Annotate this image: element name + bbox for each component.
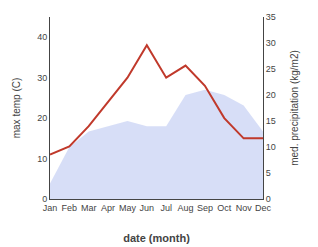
svg-text:Jun: Jun [140, 203, 155, 213]
svg-text:10: 10 [37, 154, 47, 164]
svg-text:0: 0 [42, 194, 47, 204]
svg-text:max temp (C): max temp (C) [11, 78, 22, 139]
svg-text:25: 25 [266, 64, 276, 74]
svg-text:Sep: Sep [197, 203, 213, 213]
svg-text:Mar: Mar [81, 203, 97, 213]
svg-text:Apr: Apr [101, 203, 115, 213]
svg-text:Feb: Feb [62, 203, 78, 213]
svg-text:15: 15 [266, 116, 276, 126]
svg-text:May: May [119, 203, 137, 213]
svg-text:Dec: Dec [255, 203, 272, 213]
svg-text:30: 30 [266, 38, 276, 48]
svg-text:Jan: Jan [43, 203, 58, 213]
svg-text:40: 40 [37, 32, 47, 42]
svg-text:Jul: Jul [160, 203, 172, 213]
svg-text:35: 35 [266, 12, 276, 22]
svg-text:0: 0 [266, 194, 271, 204]
svg-text:20: 20 [37, 113, 47, 123]
svg-text:med. precipitation (kg/m2): med. precipitation (kg/m2) [289, 50, 300, 166]
svg-text:Aug: Aug [178, 203, 194, 213]
svg-text:date (month): date (month) [123, 232, 190, 244]
svg-text:10: 10 [266, 142, 276, 152]
svg-text:30: 30 [37, 73, 47, 83]
svg-text:Oct: Oct [217, 203, 232, 213]
svg-text:5: 5 [266, 168, 271, 178]
svg-text:Nov: Nov [236, 203, 253, 213]
svg-text:20: 20 [266, 90, 276, 100]
